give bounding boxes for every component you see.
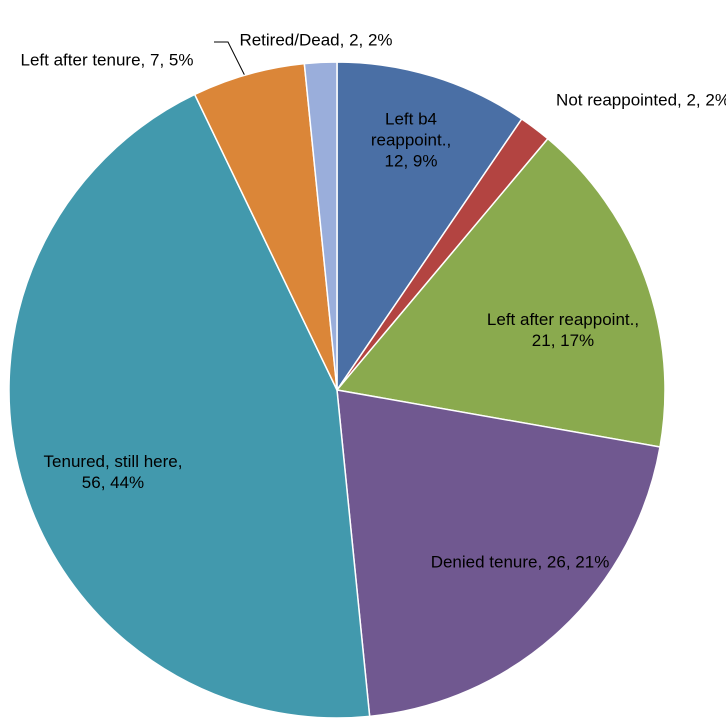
slice-label: Tenured, still here, 56, 44% [43,452,183,492]
pie-slice [8,93,371,719]
slice-label: Not reappointed, 2, 2% [556,90,726,110]
slice-label: Retired/Dead, 2, 2% [239,30,393,50]
pie-slice [303,61,338,391]
pie-slice [335,137,666,448]
slice-label: Left after reappoint., 21, 17% [486,310,640,350]
pie-slice [336,389,661,718]
slice-label: Denied tenure, 26, 21% [430,552,610,572]
leader-line [214,41,251,87]
slice-label: Left after tenure, 7, 5% [20,50,194,70]
slice-label: Left b4 reappoint., 12, 9% [370,109,452,171]
pie-slice [336,61,523,393]
